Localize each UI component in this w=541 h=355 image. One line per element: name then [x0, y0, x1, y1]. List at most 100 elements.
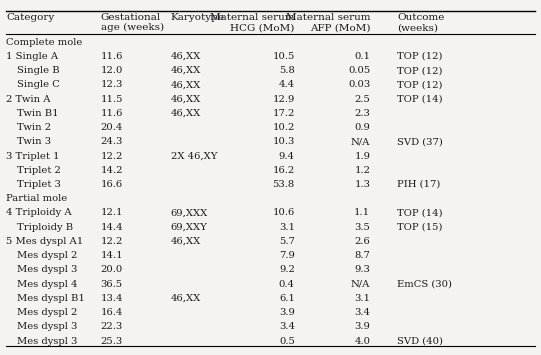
Text: 3.4: 3.4	[354, 308, 371, 317]
Text: N/A: N/A	[351, 137, 371, 146]
Text: 5.8: 5.8	[279, 66, 295, 75]
Text: Triplet 2: Triplet 2	[17, 166, 61, 175]
Text: 12.9: 12.9	[273, 94, 295, 104]
Text: Complete mole: Complete mole	[6, 38, 82, 47]
Text: 13.4: 13.4	[101, 294, 123, 303]
Text: 3.4: 3.4	[279, 322, 295, 331]
Text: Outcome
(weeks): Outcome (weeks)	[397, 13, 445, 32]
Text: 8.7: 8.7	[354, 251, 371, 260]
Text: 11.6: 11.6	[101, 52, 123, 61]
Text: 53.8: 53.8	[273, 180, 295, 189]
Text: 1.3: 1.3	[354, 180, 371, 189]
Text: 3.1: 3.1	[279, 223, 295, 232]
Text: 36.5: 36.5	[101, 280, 123, 289]
Text: 69,XXX: 69,XXX	[170, 208, 208, 218]
Text: TOP (14): TOP (14)	[397, 94, 443, 104]
Text: 1.2: 1.2	[354, 166, 371, 175]
Text: 12.1: 12.1	[101, 208, 123, 218]
Text: 0.9: 0.9	[354, 123, 371, 132]
Text: Single C: Single C	[17, 80, 60, 89]
Text: 9.2: 9.2	[279, 266, 295, 274]
Text: 1.9: 1.9	[354, 152, 371, 160]
Text: Mes dyspl 2: Mes dyspl 2	[17, 251, 77, 260]
Text: 1 Single A: 1 Single A	[6, 52, 58, 61]
Text: 17.2: 17.2	[273, 109, 295, 118]
Text: 14.1: 14.1	[101, 251, 123, 260]
Text: 10.2: 10.2	[273, 123, 295, 132]
Text: EmCS (30): EmCS (30)	[397, 280, 452, 289]
Text: 0.03: 0.03	[348, 80, 371, 89]
Text: Mes dyspl 3: Mes dyspl 3	[17, 322, 77, 331]
Text: TOP (14): TOP (14)	[397, 208, 443, 218]
Text: TOP (12): TOP (12)	[397, 80, 443, 89]
Text: 16.2: 16.2	[273, 166, 295, 175]
Text: Triploidy B: Triploidy B	[17, 223, 73, 232]
Text: 2.3: 2.3	[354, 109, 371, 118]
Text: Triplet 3: Triplet 3	[17, 180, 61, 189]
Text: Single B: Single B	[17, 66, 60, 75]
Text: 2 Twin A: 2 Twin A	[6, 94, 51, 104]
Text: 12.0: 12.0	[101, 66, 123, 75]
Text: 5.7: 5.7	[279, 237, 295, 246]
Text: Maternal serum
AFP (MoM): Maternal serum AFP (MoM)	[286, 13, 371, 32]
Text: 46,XX: 46,XX	[170, 294, 201, 303]
Text: 69,XXY: 69,XXY	[170, 223, 208, 232]
Text: TOP (12): TOP (12)	[397, 66, 443, 75]
Text: Category: Category	[6, 13, 54, 22]
Text: Maternal serum
HCG (MoM): Maternal serum HCG (MoM)	[210, 13, 295, 32]
Text: Mes dyspl 3: Mes dyspl 3	[17, 266, 77, 274]
Text: 24.3: 24.3	[101, 137, 123, 146]
Text: Mes dyspl B1: Mes dyspl B1	[17, 294, 85, 303]
Text: 0.4: 0.4	[279, 280, 295, 289]
Text: 3.1: 3.1	[354, 294, 371, 303]
Text: 16.4: 16.4	[101, 308, 123, 317]
Text: 4.4: 4.4	[279, 80, 295, 89]
Text: 20.4: 20.4	[101, 123, 123, 132]
Text: 4 Triploidy A: 4 Triploidy A	[6, 208, 72, 218]
Text: 46,XX: 46,XX	[170, 80, 201, 89]
Text: 3.5: 3.5	[354, 223, 371, 232]
Text: 10.5: 10.5	[273, 52, 295, 61]
Text: 14.2: 14.2	[101, 166, 123, 175]
Text: 0.5: 0.5	[279, 337, 295, 345]
Text: 12.2: 12.2	[101, 237, 123, 246]
Text: 11.5: 11.5	[101, 94, 123, 104]
Text: Karyotype: Karyotype	[170, 13, 225, 22]
Text: 6.1: 6.1	[279, 294, 295, 303]
Text: Mes dyspl 3: Mes dyspl 3	[17, 337, 77, 345]
Text: 46,XX: 46,XX	[170, 52, 201, 61]
Text: 1.1: 1.1	[354, 208, 371, 218]
Text: Gestational
age (weeks): Gestational age (weeks)	[101, 13, 163, 32]
Text: Twin 3: Twin 3	[17, 137, 51, 146]
Text: 46,XX: 46,XX	[170, 237, 201, 246]
Text: 0.05: 0.05	[348, 66, 371, 75]
Text: 20.0: 20.0	[101, 266, 123, 274]
Text: 10.6: 10.6	[273, 208, 295, 218]
Text: 25.3: 25.3	[101, 337, 123, 345]
Text: TOP (15): TOP (15)	[397, 223, 443, 232]
Text: 10.3: 10.3	[273, 137, 295, 146]
Text: 2.5: 2.5	[354, 94, 371, 104]
Text: 2.6: 2.6	[354, 237, 371, 246]
Text: 5 Mes dyspl A1: 5 Mes dyspl A1	[6, 237, 83, 246]
Text: 46,XX: 46,XX	[170, 94, 201, 104]
Text: N/A: N/A	[351, 280, 371, 289]
Text: Partial mole: Partial mole	[6, 194, 67, 203]
Text: 22.3: 22.3	[101, 322, 123, 331]
Text: 46,XX: 46,XX	[170, 109, 201, 118]
Text: 14.4: 14.4	[101, 223, 123, 232]
Text: Twin 2: Twin 2	[17, 123, 51, 132]
Text: 12.2: 12.2	[101, 152, 123, 160]
Text: 3 Triplet 1: 3 Triplet 1	[6, 152, 60, 160]
Text: PIH (17): PIH (17)	[397, 180, 441, 189]
Text: Mes dyspl 4: Mes dyspl 4	[17, 280, 77, 289]
Text: 7.9: 7.9	[279, 251, 295, 260]
Text: 11.6: 11.6	[101, 109, 123, 118]
Text: 9.4: 9.4	[279, 152, 295, 160]
Text: TOP (12): TOP (12)	[397, 52, 443, 61]
Text: 2X 46,XY: 2X 46,XY	[170, 152, 217, 160]
Text: 16.6: 16.6	[101, 180, 123, 189]
Text: 12.3: 12.3	[101, 80, 123, 89]
Text: Twin B1: Twin B1	[17, 109, 58, 118]
Text: Mes dyspl 2: Mes dyspl 2	[17, 308, 77, 317]
